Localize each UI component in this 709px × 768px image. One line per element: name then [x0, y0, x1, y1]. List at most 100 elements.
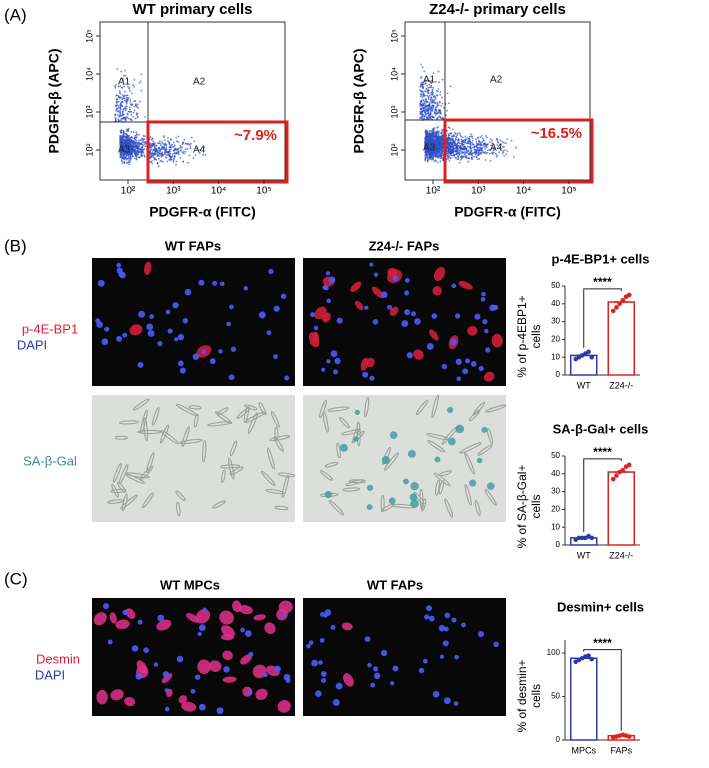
flow-dot [136, 137, 138, 139]
stained-cell [340, 444, 348, 452]
flow-dot [130, 154, 132, 156]
flow-dot [428, 110, 430, 112]
y-axis-label: % of desmin+ [515, 659, 529, 732]
flow-dot [481, 135, 483, 137]
flow-dot [173, 158, 175, 160]
flow-dot [157, 149, 159, 151]
flow-dot [139, 82, 141, 84]
flow-dot [480, 144, 482, 146]
flow-dot [133, 112, 135, 114]
flow-dot [158, 165, 160, 167]
flow-dot [189, 154, 191, 156]
flow-dot [453, 147, 455, 149]
flow-dot [132, 116, 134, 118]
flow-dot [130, 158, 132, 160]
flow-dot [130, 118, 132, 120]
flow-dot [428, 90, 430, 92]
nucleus [392, 666, 398, 672]
nucleus [143, 647, 149, 653]
stained-cell [469, 479, 476, 486]
y-tick-label: 20 [551, 505, 560, 514]
y-tick-label: 10² [389, 143, 399, 156]
flow-dot [138, 148, 140, 150]
flow-dot [129, 107, 131, 109]
nucleus [429, 616, 435, 622]
nucleus [212, 281, 217, 286]
flow-dot [166, 151, 168, 153]
flow-dot [486, 152, 488, 154]
stained-cell [477, 458, 482, 463]
flow-dot [124, 70, 126, 72]
flow-dot [157, 154, 159, 156]
flow-dot [165, 154, 167, 156]
flow-dot [128, 139, 130, 141]
flow-dot [440, 113, 442, 115]
stained-cell [389, 497, 396, 504]
flow-dot [125, 140, 127, 142]
flow-dot [432, 92, 434, 94]
image-title: Z24-/- FAPs [369, 238, 440, 253]
flow-dot [128, 163, 130, 165]
flow-dot [441, 142, 443, 144]
flow-dot [447, 158, 449, 160]
flow-dot [450, 154, 452, 156]
gate-name: A4 [193, 145, 206, 156]
flow-dot [174, 144, 176, 146]
nucleus [248, 652, 253, 657]
plot-title: Z24-/- primary cells [429, 1, 566, 18]
stained-cell [382, 456, 390, 464]
flow-dot [161, 141, 163, 143]
flow-dot [456, 134, 458, 136]
nucleus [432, 313, 438, 319]
flow-dot [432, 115, 434, 117]
flow-dot [469, 136, 471, 138]
flow-dot [120, 102, 122, 104]
flow-dot [176, 161, 178, 163]
flow-dot [472, 138, 474, 140]
flow-dot [183, 151, 185, 153]
flow-dot [500, 139, 502, 141]
y-axis-label: cells [529, 684, 543, 708]
plot-title: WT primary cells [132, 1, 252, 18]
flow-dot [135, 141, 137, 143]
nucleus [426, 605, 432, 611]
flow-dot [435, 98, 437, 100]
y-tick-label: 10⁴ [84, 67, 94, 81]
nucleus [433, 691, 440, 698]
flow-dot [502, 150, 504, 152]
flow-dot [122, 94, 124, 96]
flow-dot [490, 138, 492, 140]
gate-name: A2 [193, 77, 206, 88]
flow-dot [135, 145, 137, 147]
flow-dot [167, 161, 169, 163]
flow-dot [143, 148, 145, 150]
flow-dot [114, 114, 116, 116]
nucleus [217, 707, 224, 714]
flow-dot [132, 84, 134, 86]
nucleus [174, 337, 178, 341]
bar [571, 658, 597, 740]
flow-dot [138, 140, 140, 142]
flow-dot [167, 137, 169, 139]
flow-dot [130, 156, 132, 158]
nucleus [381, 291, 388, 298]
flow-dot [127, 95, 129, 97]
flow-dot [125, 159, 127, 161]
nucleus [326, 299, 331, 304]
significance: **** [593, 636, 612, 650]
flow-dot [485, 144, 487, 146]
nucleus [481, 292, 486, 297]
nucleus [284, 376, 289, 381]
data-point [586, 350, 591, 355]
nucleus [462, 368, 468, 374]
flow-dot [124, 91, 126, 93]
y-tick-label: 50 [551, 281, 560, 290]
flow-dot [429, 130, 431, 132]
flow-dot [131, 93, 133, 95]
x-tick-label: 10³ [166, 186, 181, 197]
flow-dot [123, 161, 125, 163]
flow-dot [426, 139, 428, 141]
flow-dot [449, 142, 451, 144]
nucleus [244, 286, 248, 290]
nucleus [116, 336, 122, 342]
